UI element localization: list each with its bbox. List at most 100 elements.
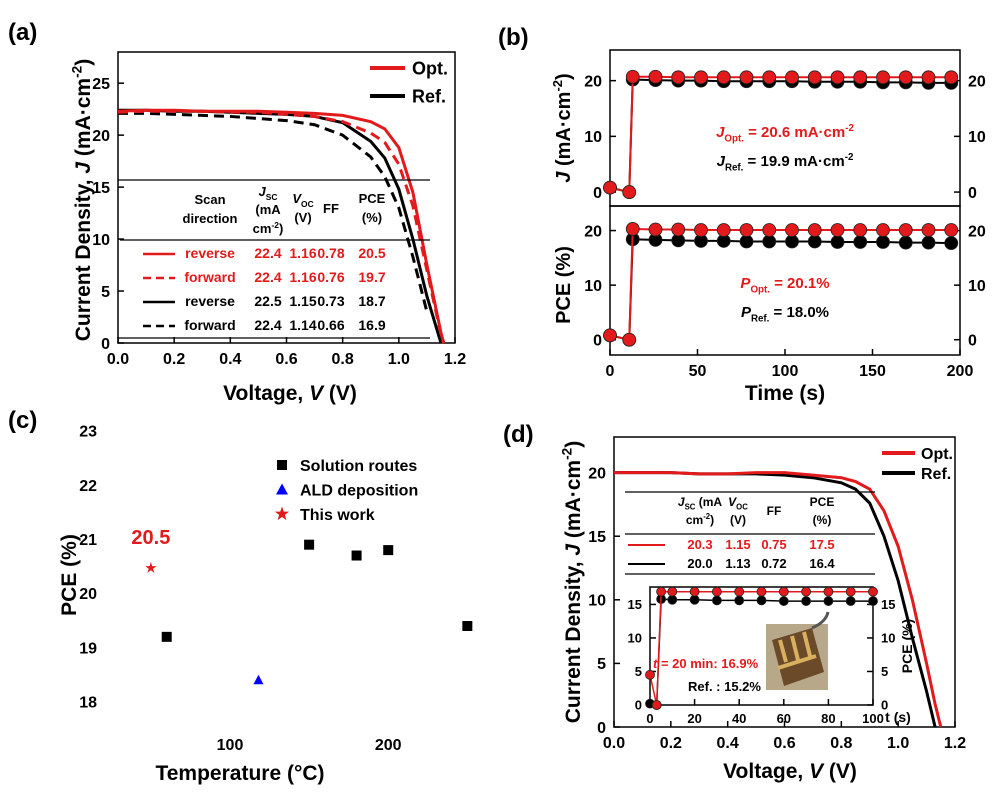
table-cell: 17.5 [809, 537, 834, 552]
inset-y-title: PCE (%) [899, 619, 915, 673]
legend-symbol [277, 460, 287, 470]
annotation-part: P [741, 304, 752, 321]
y-tick-label: 0 [597, 720, 606, 737]
marker [622, 185, 637, 199]
x-tick-label: 100 [772, 363, 799, 380]
table-cell: 0.75 [761, 537, 786, 552]
annotation-part: P [740, 275, 751, 292]
y-tick-label: 10 [584, 129, 602, 146]
y-axis-title-part: J [72, 161, 95, 174]
y-tick-label: 15 [628, 597, 642, 612]
x-axis-title: Time (s) [745, 382, 825, 405]
table-cell: 1.14 [289, 317, 316, 333]
table-cell: 22.4 [254, 245, 281, 261]
y-tick-label: 10 [92, 232, 110, 249]
marker [304, 539, 315, 550]
x-tick-label: 1.0 [887, 735, 909, 752]
y-axis-title-part: PCE (%) [58, 534, 81, 616]
marker [801, 596, 811, 606]
table-cell: 18.7 [358, 293, 385, 309]
y-tick-label-right: 10 [968, 278, 986, 295]
y-tick-label: 19 [79, 640, 97, 657]
y-tick-label: 0 [635, 698, 642, 713]
y-axis-title: Current Density, J (mA·cm-2) [70, 59, 95, 342]
table-cell: 1.15 [725, 537, 750, 552]
table-header-part: -2 [703, 512, 711, 521]
x-tick-label: 0 [606, 363, 615, 380]
table-header-part: ) [710, 513, 714, 527]
x-axis-title-part: Voltage, [223, 382, 309, 405]
table-header: PCE [810, 495, 835, 509]
table-cell: 19.7 [358, 269, 385, 285]
table-cell: 0.73 [317, 293, 344, 309]
x-tick-label: 200 [947, 363, 974, 380]
table-header: FF [323, 201, 339, 216]
table-cell: 0.76 [317, 269, 344, 285]
table-cell: 22.5 [254, 293, 281, 309]
table-header-part: (%) [362, 210, 382, 225]
y-axis-title-part: ) [562, 441, 585, 448]
marker [734, 586, 745, 597]
panel-label: (b) [498, 24, 529, 51]
y-tick-label: 10 [584, 278, 602, 295]
y-axis-title: Current Density, J (mA·cm-2) [560, 441, 585, 724]
y-tick-label-right: 10 [968, 129, 986, 146]
marker [351, 550, 362, 561]
table-header-part: ) [279, 221, 283, 236]
marker [712, 595, 722, 606]
panel-label: (c) [8, 407, 37, 434]
marker [823, 596, 834, 606]
table-header: (%) [813, 513, 832, 527]
table-header-part: (mA [695, 495, 722, 509]
marker [462, 621, 473, 631]
x-axis-title-part: Voltage, [723, 760, 809, 783]
y-tick-label: 15 [588, 529, 606, 546]
marker [694, 223, 708, 237]
annotation: JOpt. = 20.6 mA·cm-2 [716, 123, 854, 145]
y-tick-label: 0 [593, 185, 602, 202]
table-cell: forward [184, 317, 235, 333]
photo-electrodes [777, 631, 817, 670]
x-tick-label: 100 [862, 711, 884, 726]
x-tick-label: 80 [821, 711, 835, 726]
marker [651, 700, 662, 710]
table-header-part: J [259, 184, 267, 199]
y-axis-title-part: ) [72, 59, 95, 66]
table-header: Scan [194, 192, 225, 207]
marker [853, 223, 868, 237]
marker [667, 586, 678, 597]
legend-label: ALD deposition [300, 483, 418, 500]
marker [716, 70, 731, 85]
table-header-part: V [728, 495, 737, 509]
x-axis-title-part: (V) [823, 760, 857, 783]
table-header-part: direction [183, 211, 238, 226]
marker [944, 70, 959, 85]
marker [145, 561, 157, 573]
series-line [118, 111, 429, 313]
table-cell: forward [184, 269, 235, 285]
marker [898, 235, 913, 250]
x-tick-label: 0 [646, 711, 653, 726]
marker [898, 70, 913, 85]
x-tick-label: 60 [777, 711, 791, 726]
table-cell: 1.16 [289, 269, 316, 285]
y-tick-label-right: 20 [968, 73, 986, 90]
marker [785, 70, 799, 85]
marker [868, 596, 878, 606]
y-axis-title-part: PCE (%) [553, 246, 575, 324]
table-header: (%) [362, 210, 382, 225]
plot-frame [609, 205, 961, 356]
marker [778, 596, 789, 606]
annotation-part: = 18.0% [769, 304, 829, 321]
y-tick-label-right: 0 [968, 332, 977, 349]
legend-symbol [276, 483, 288, 495]
annotation: JRef. = 19.9 mA·cm-2 [717, 152, 854, 174]
x-tick-label: 0.2 [660, 735, 682, 752]
x-axis-title-part: V [309, 382, 325, 405]
marker [656, 586, 667, 597]
panel-label: (a) [8, 19, 37, 46]
series-line [117, 108, 446, 344]
marker [739, 234, 754, 249]
inset-y-title-part: PCE (%) [899, 619, 915, 673]
value-label: 20.5 [131, 527, 170, 549]
